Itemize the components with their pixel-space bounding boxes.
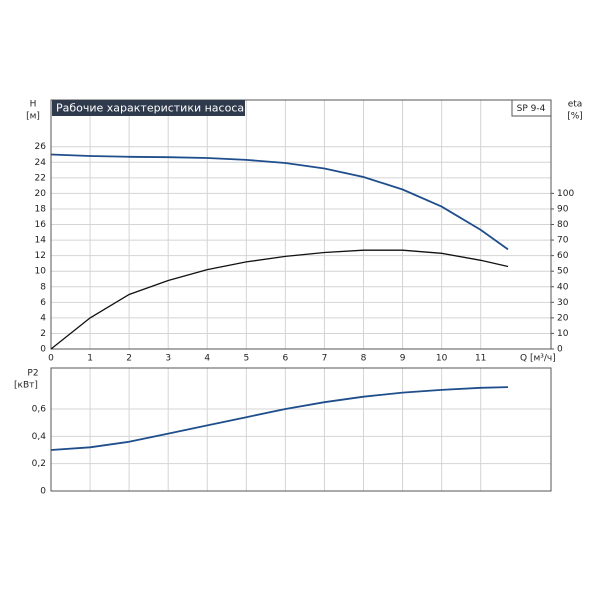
x-label: Q [м³/ч] [520,354,556,364]
y-tick-label: 8 [40,282,46,292]
x-tick-label: 4 [204,354,210,364]
y2-tick-label: 20 [557,313,569,323]
y2-tick-label: 50 [557,267,569,277]
y-tick-label: 16 [35,220,47,230]
y-tick-label: 0,6 [32,405,47,415]
x-tick-label: 10 [436,354,448,364]
x-tick-label: 8 [361,354,367,364]
y-label: H [30,100,37,110]
y2-tick-label: 100 [557,189,574,199]
y-unit: [кВт] [14,381,38,391]
y-tick-label: 22 [35,173,46,183]
title-box [52,100,245,116]
plot-frame [50,99,552,350]
y-tick-label: 18 [35,204,47,214]
model-box [511,99,552,117]
y-tick-label: 10 [35,267,47,277]
x-tick-label: 7 [322,354,328,364]
y-tick-label: 4 [40,313,46,323]
data-line [50,249,509,350]
y-tick-label: 6 [40,298,46,308]
data-line [50,386,509,451]
y2-tick-label: 0 [557,345,563,355]
chart-title: Рабочие характеристики насоса [56,102,244,115]
x-tick-label: 9 [400,354,406,364]
y-tick-label: 0,4 [32,432,47,442]
x-tick-label: 6 [283,354,289,364]
y2-label: eta [568,100,583,110]
y-tick-label: 24 [35,158,47,168]
y-tick-label: 12 [35,251,46,261]
y-unit: [м] [26,112,40,122]
y2-tick-label: 70 [557,236,569,246]
x-tick-label: 3 [165,354,171,364]
y2-tick-label: 90 [557,204,569,214]
y-tick-label: 2 [40,329,46,339]
y2-tick-label: 80 [557,220,569,230]
plot-frame [50,367,552,492]
y-label: P2 [27,369,38,379]
x-tick-label: 2 [126,354,132,364]
y2-unit: [%] [567,112,583,122]
x-tick-label: 5 [243,354,249,364]
y2-tick-label: 60 [557,251,569,261]
model-label: SP 9-4 [517,104,546,114]
y-tick-label: 0 [40,487,46,497]
data-line [50,153,509,251]
y-tick-label: 14 [35,236,47,246]
y2-tick-label: 40 [557,282,569,292]
y-tick-label: 0,2 [32,459,46,469]
x-tick-label: 0 [48,354,54,364]
x-tick-label: 1 [87,354,93,364]
y2-tick-label: 10 [557,329,569,339]
x-tick-label: 11 [475,354,486,364]
y-tick-label: 20 [35,189,47,199]
y-tick-label: 0 [40,345,46,355]
y-tick-label: 26 [35,142,47,152]
y2-tick-label: 30 [557,298,569,308]
